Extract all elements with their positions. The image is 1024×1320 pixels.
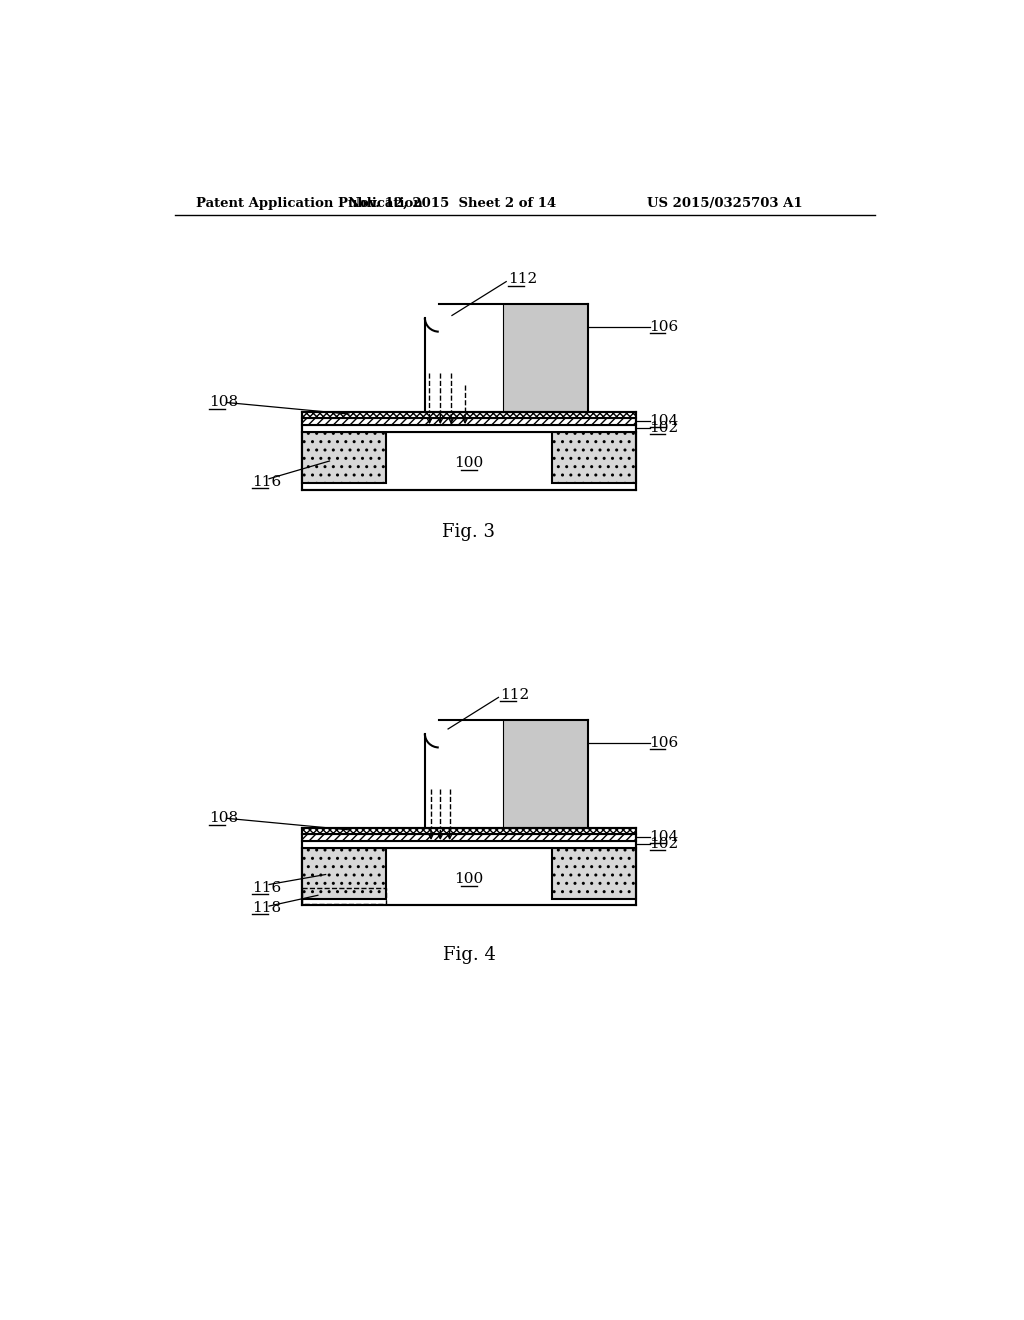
Text: Fig. 4: Fig. 4 [442, 946, 496, 965]
Bar [302, 412, 636, 418]
Text: 112: 112 [500, 688, 529, 702]
Bar [425, 719, 438, 734]
Text: 100: 100 [455, 455, 483, 470]
Bar [302, 841, 636, 847]
Text: 116: 116 [252, 475, 282, 488]
Text: 112: 112 [508, 272, 537, 286]
Text: 116: 116 [252, 880, 282, 895]
Text: Nov. 12, 2015  Sheet 2 of 14: Nov. 12, 2015 Sheet 2 of 14 [348, 197, 556, 210]
Bar [302, 418, 636, 425]
Bar [552, 847, 636, 899]
Text: 108: 108 [209, 396, 239, 409]
Bar [425, 304, 438, 318]
Text: 102: 102 [649, 421, 679, 434]
Text: Patent Application Publication: Patent Application Publication [197, 197, 423, 210]
Bar [425, 304, 503, 412]
Bar [503, 304, 588, 412]
Text: 106: 106 [649, 319, 679, 334]
Text: 104: 104 [649, 414, 679, 428]
Bar [302, 828, 636, 834]
Text: US 2015/0325703 A1: US 2015/0325703 A1 [647, 197, 803, 210]
Text: 106: 106 [649, 735, 679, 750]
Bar [425, 719, 503, 828]
Text: Fig. 3: Fig. 3 [442, 523, 496, 541]
Bar [302, 834, 636, 841]
Bar [302, 847, 386, 899]
Text: 118: 118 [252, 900, 282, 915]
Text: 102: 102 [649, 837, 679, 850]
Bar [302, 432, 636, 490]
Bar [302, 425, 636, 432]
Bar [302, 888, 386, 904]
Text: 104: 104 [649, 830, 679, 843]
Bar [302, 432, 386, 483]
Text: 100: 100 [455, 871, 483, 886]
Bar [503, 719, 588, 828]
Bar [302, 847, 636, 906]
Bar [552, 432, 636, 483]
Text: 108: 108 [209, 812, 239, 825]
